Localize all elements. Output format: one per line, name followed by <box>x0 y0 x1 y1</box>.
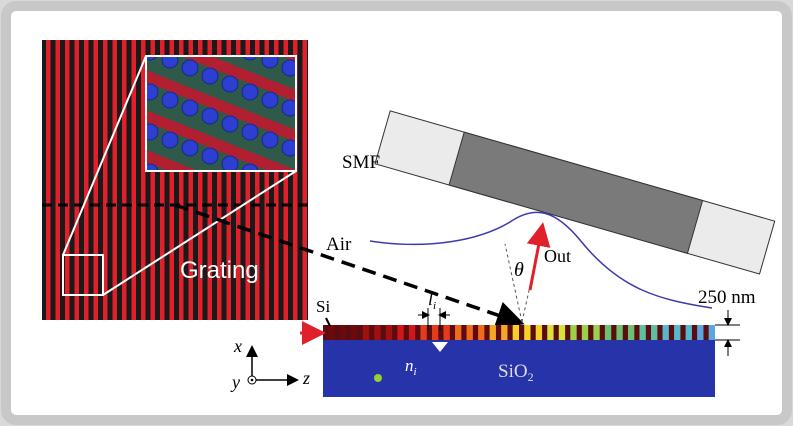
grating-tooth <box>386 325 392 340</box>
stripe <box>56 40 61 320</box>
grating-tooth <box>582 325 588 340</box>
pillar <box>242 84 258 100</box>
air-label: Air <box>326 234 352 255</box>
axis-x: x <box>233 336 242 356</box>
grating-tooth <box>328 325 334 340</box>
pillar <box>182 100 198 116</box>
si-label: Si <box>316 297 330 316</box>
pillar <box>222 156 238 172</box>
grating-tooth <box>524 325 530 340</box>
grating-tooth <box>478 325 484 340</box>
figure: Grating SMF Air θ Out SiO2 Si li ni 250 … <box>0 0 793 426</box>
pillar <box>222 76 238 92</box>
grating-tooth <box>593 325 599 340</box>
grating-tooth <box>374 325 380 340</box>
grating-tooth <box>397 325 403 340</box>
grating-tooth <box>605 325 611 340</box>
grating-tooth <box>709 325 715 340</box>
stripe <box>75 40 80 320</box>
grating-tooth <box>639 325 645 340</box>
pillar <box>222 116 238 132</box>
grating-tooth <box>686 325 692 340</box>
grating-tooth <box>663 325 669 340</box>
stripe <box>122 40 127 320</box>
grating-tooth <box>697 325 703 340</box>
pillar <box>202 148 218 164</box>
pillar <box>202 68 218 84</box>
grating-tooth <box>363 325 369 340</box>
grating-image: Grating <box>42 0 308 320</box>
grating-tooth <box>513 325 519 340</box>
grating-tooth <box>351 325 357 340</box>
grating-tooth <box>559 325 565 340</box>
stripe <box>46 40 51 320</box>
dot <box>374 374 382 382</box>
stripe <box>84 40 89 320</box>
pillar <box>162 132 178 148</box>
pillar <box>182 140 198 156</box>
theta-label: θ <box>514 259 524 281</box>
axis-z: z <box>302 368 310 388</box>
grating-tooth <box>467 325 473 340</box>
grating-label: Grating <box>180 257 259 284</box>
stripe <box>303 40 308 320</box>
pillar <box>162 92 178 108</box>
grating-tooth <box>409 325 415 340</box>
pillar <box>262 132 278 148</box>
stripe <box>141 40 146 320</box>
smf-label: SMF <box>342 152 380 173</box>
grating-tooth <box>443 325 449 340</box>
pillar <box>262 92 278 108</box>
grating-tooth <box>547 325 553 340</box>
stripe <box>65 40 70 320</box>
grating-tooth <box>616 325 622 340</box>
stripe <box>113 40 118 320</box>
thickness-label: 250 nm <box>698 287 756 308</box>
pillar <box>202 108 218 124</box>
axis-y: y <box>230 372 240 392</box>
grating-tooth <box>651 325 657 340</box>
grating-tooth <box>674 325 680 340</box>
grating-tooth <box>420 325 426 340</box>
grating-tooth <box>628 325 634 340</box>
pillar <box>182 60 198 76</box>
waveguide-grating <box>323 325 715 340</box>
pillar <box>242 124 258 140</box>
grating-tooth <box>536 325 542 340</box>
grating-tooth <box>490 325 496 340</box>
out-label: Out <box>544 246 571 266</box>
grating-tooth <box>570 325 576 340</box>
grating-tooth <box>432 325 438 340</box>
grating-tooth <box>501 325 507 340</box>
grating-tooth <box>455 325 461 340</box>
grating-tooth <box>340 325 346 340</box>
